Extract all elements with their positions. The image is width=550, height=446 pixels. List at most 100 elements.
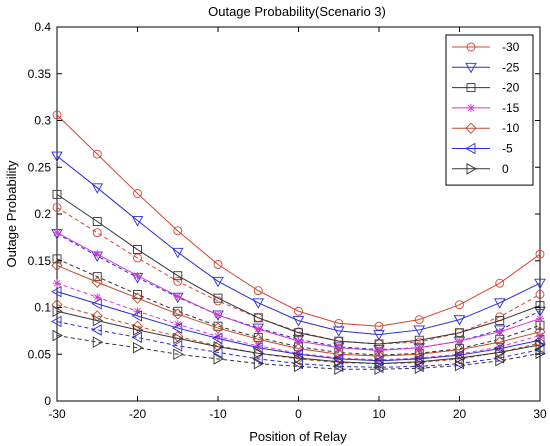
y-tick-label: 0.35 (28, 67, 52, 81)
data-point (131, 216, 144, 227)
data-point (535, 339, 546, 351)
data-point (173, 320, 182, 329)
x-tick-label: -10 (209, 407, 227, 421)
data-point (171, 340, 183, 352)
data-point (52, 189, 62, 199)
data-point (453, 343, 466, 356)
data-point (213, 341, 224, 353)
data-point (133, 188, 142, 198)
data-point (253, 313, 263, 323)
data-point (91, 324, 102, 336)
data-point (51, 285, 62, 298)
data-point (254, 341, 263, 350)
data-point (374, 363, 385, 375)
data-point (171, 247, 184, 259)
data-point (334, 318, 344, 328)
data-point (493, 325, 506, 336)
data-point (52, 305, 63, 318)
data-point (171, 322, 183, 334)
data-point (334, 343, 343, 352)
data-point (414, 355, 426, 368)
data-point (131, 310, 142, 322)
series-line-solid (56, 155, 541, 336)
data-point (254, 325, 263, 334)
data-point (214, 332, 222, 341)
data-point (253, 347, 265, 360)
x-tick-label: 20 (453, 407, 467, 421)
legend-marker (465, 142, 476, 155)
data-point (52, 110, 62, 120)
x-tick-label: 10 (372, 407, 386, 421)
data-point (52, 254, 62, 264)
data-point (332, 326, 345, 337)
legend-label: -25 (502, 60, 520, 74)
data-point (373, 330, 385, 341)
y-tick-label: 0.2 (34, 207, 51, 221)
series-6 (52, 305, 546, 375)
data-point (455, 300, 464, 310)
legend-label: 0 (502, 162, 509, 176)
data-point (212, 332, 223, 345)
data-point (173, 226, 183, 236)
data-point (212, 322, 224, 334)
data-point (253, 357, 265, 370)
data-point (493, 298, 506, 309)
data-point (455, 352, 466, 364)
data-point (536, 314, 544, 323)
series-line-solid (56, 310, 541, 365)
data-point (92, 336, 104, 348)
data-point (213, 353, 224, 365)
data-point (173, 292, 182, 301)
data-point (535, 301, 545, 311)
data-point (535, 289, 545, 299)
y-tick-label: 0 (44, 394, 51, 408)
data-point (172, 308, 184, 320)
legend: -30 -25 -20 -15 -10 -5 0 (445, 34, 534, 186)
x-tick-label: 0 (295, 407, 302, 421)
data-point (131, 331, 142, 344)
data-point (292, 334, 305, 346)
data-point (252, 347, 264, 359)
x-tick-label: 30 (533, 407, 547, 421)
data-point (334, 363, 345, 375)
data-point (91, 276, 103, 288)
data-point (495, 316, 505, 326)
data-point (52, 329, 63, 342)
data-point (93, 293, 102, 302)
legend-label: -15 (502, 101, 520, 115)
data-point (51, 259, 63, 272)
data-point (173, 271, 183, 281)
legend-marker (467, 103, 475, 112)
chart-title: Outage Probability(Scenario 3) (208, 4, 386, 19)
data-point (52, 203, 62, 212)
y-tick-label: 0.05 (28, 347, 52, 361)
data-point (131, 320, 144, 332)
data-point (535, 249, 545, 259)
legend-marker (466, 83, 476, 93)
data-point (253, 332, 263, 342)
data-point (93, 250, 102, 259)
data-point (415, 343, 424, 352)
data-point (51, 315, 62, 328)
data-point (455, 359, 466, 372)
data-point (334, 355, 345, 368)
data-point (495, 327, 504, 336)
data-point (453, 315, 466, 326)
data-point (253, 286, 263, 296)
data-point (91, 183, 104, 194)
data-point (133, 271, 142, 280)
data-point (494, 336, 506, 348)
data-point (413, 325, 426, 336)
data-point (92, 272, 102, 282)
series-line-solid (56, 264, 541, 357)
data-point (252, 333, 264, 345)
data-point (294, 337, 303, 346)
data-point (495, 278, 505, 288)
x-tick-label: -30 (48, 407, 66, 421)
data-point (294, 360, 305, 373)
data-point (455, 337, 464, 346)
data-point (493, 342, 505, 355)
data-point (534, 326, 546, 338)
data-point (534, 278, 546, 290)
